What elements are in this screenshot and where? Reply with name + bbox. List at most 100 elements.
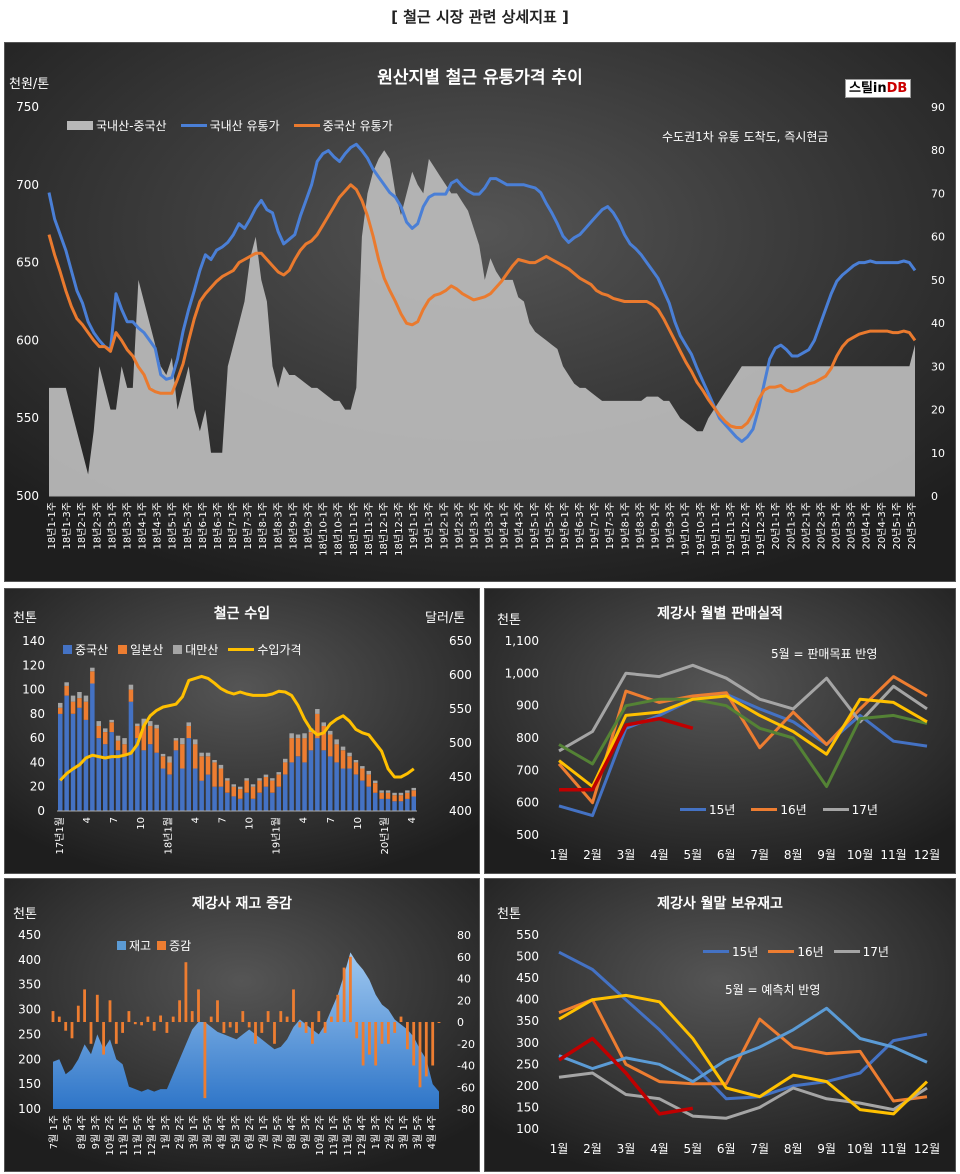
bar-taiwan xyxy=(334,739,339,745)
bar-china xyxy=(154,752,159,811)
y-right-tick: 500 xyxy=(449,736,472,750)
x-tick: 6월 xyxy=(717,1142,736,1156)
bar-change xyxy=(121,1022,124,1033)
x-tick: 18년12-3주 xyxy=(393,502,405,556)
series-line-china xyxy=(47,183,917,429)
bar-change xyxy=(330,1016,333,1022)
bar-change xyxy=(83,989,86,1022)
bar-change xyxy=(190,1011,194,1022)
import-legend: 중국산 일본산 대만산 수입가격 xyxy=(63,641,302,658)
bar-china xyxy=(257,792,262,811)
legend-label: 증감 xyxy=(169,939,192,953)
x-tick: 18년5-3주 xyxy=(182,502,194,549)
bar-japan xyxy=(83,701,89,720)
y-left-tick: 750 xyxy=(16,100,39,114)
bar-japan xyxy=(308,732,314,751)
x-tick: 3월 1주 xyxy=(398,1115,410,1149)
bar-change xyxy=(203,1022,207,1099)
x-tick: 19년4-3주 xyxy=(514,502,526,549)
legend-item: 재고 xyxy=(117,937,151,954)
bar-japan xyxy=(276,774,281,787)
series-area-domestic-minus-china xyxy=(49,150,915,496)
bar-taiwan xyxy=(328,730,333,735)
bar-taiwan xyxy=(276,772,281,775)
x-tick: 4 xyxy=(190,817,201,823)
bar-change xyxy=(406,1022,409,1050)
x-tick: 3월 5주 xyxy=(412,1115,424,1149)
legend-swatch xyxy=(833,950,860,953)
inventory-change-canvas: 450400350300250200150100806040200-20-40-… xyxy=(5,879,479,1171)
bar-china xyxy=(141,750,146,811)
y-left-tick: 250 xyxy=(18,1027,41,1041)
bar-change xyxy=(51,1011,55,1022)
legend-label: 일본산 xyxy=(130,643,164,657)
x-tick: 8월 4주 xyxy=(76,1115,88,1149)
legend-label: 15년 xyxy=(732,945,759,959)
y-left-tick: 100 xyxy=(22,683,45,697)
y-tick: 500 xyxy=(516,828,539,842)
x-tick: 10월 xyxy=(847,1142,873,1156)
y-right-tick: -40 xyxy=(457,1060,475,1073)
bar-taiwan xyxy=(392,792,397,796)
y-left-tick: 600 xyxy=(16,333,39,347)
bar-taiwan xyxy=(212,760,217,763)
bar-taiwan xyxy=(103,728,108,732)
bar-taiwan xyxy=(218,764,224,769)
bar-change xyxy=(254,1022,257,1044)
bar-japan xyxy=(270,780,275,793)
bar-change xyxy=(292,989,295,1022)
bar-change xyxy=(311,1022,314,1044)
bar-japan xyxy=(385,792,391,799)
bar-change xyxy=(412,1022,416,1066)
sales-line-20년 xyxy=(559,716,694,792)
sales-line-16년 xyxy=(557,675,928,805)
legend-label: 17년 xyxy=(862,945,889,959)
bar-china xyxy=(302,762,307,811)
x-tick: 3월 1주 xyxy=(188,1115,200,1149)
y-tick: 250 xyxy=(516,1057,539,1071)
bar-taiwan xyxy=(58,702,63,708)
x-tick: 9월 3주 xyxy=(90,1115,102,1149)
bar-japan xyxy=(167,762,172,775)
bar-china xyxy=(263,786,269,811)
distribution-legend: 국내산-중국산 국내산 유통가 중국산 유통가 xyxy=(67,117,393,134)
bar-china xyxy=(321,750,326,811)
bar-japan xyxy=(231,786,236,797)
bar-taiwan xyxy=(115,735,121,741)
y-left-tick: 80 xyxy=(30,707,45,721)
y-right-tick: 550 xyxy=(449,702,472,716)
import-chart-title: 철근 수입 xyxy=(213,606,271,622)
x-tick: 19년5-1주 xyxy=(529,502,541,549)
x-tick: 12월 xyxy=(914,848,940,862)
bar-taiwan xyxy=(238,786,243,790)
y-right-tick: 0 xyxy=(931,490,938,503)
x-tick: 19년7-3주 xyxy=(604,502,616,549)
bar-change xyxy=(260,1022,264,1033)
bar-china xyxy=(379,798,384,811)
x-tick: 1월 xyxy=(550,1142,569,1156)
rebar-import-chart: 140 120 100 80 60 40 20 0 650 600 550 500 450 400 17년1… xyxy=(4,588,480,874)
bar-taiwan xyxy=(193,739,198,745)
x-tick: 18년12-1주 xyxy=(378,502,390,556)
legend-label: 재고 xyxy=(129,939,152,953)
x-tick: 18년5-1주 xyxy=(167,502,179,549)
sales-legend: 15년 16년 17년 xyxy=(680,801,878,818)
bar-change xyxy=(133,1022,137,1025)
bar-japan xyxy=(70,701,76,714)
x-tick: 18년11-1주 xyxy=(348,502,360,556)
bar-taiwan xyxy=(77,692,82,699)
x-tick: 7월 xyxy=(750,1142,769,1156)
bar-japan xyxy=(353,762,359,775)
y-tick: 150 xyxy=(516,1100,539,1114)
inventory-change-legend: 재고 증감 xyxy=(117,937,191,954)
x-tick: 1월 xyxy=(550,848,569,862)
bar-china xyxy=(103,744,108,811)
bar-change xyxy=(146,1016,150,1022)
x-tick: 3월 5주 xyxy=(202,1115,214,1149)
bar-change xyxy=(222,1022,226,1033)
x-tick: 2월 xyxy=(583,848,602,862)
inventory-line-19년 xyxy=(558,993,929,1116)
x-tick: 4 xyxy=(407,817,418,823)
y-left-tick: 120 xyxy=(22,658,45,672)
x-tick: 18년2-1주 xyxy=(76,502,88,549)
